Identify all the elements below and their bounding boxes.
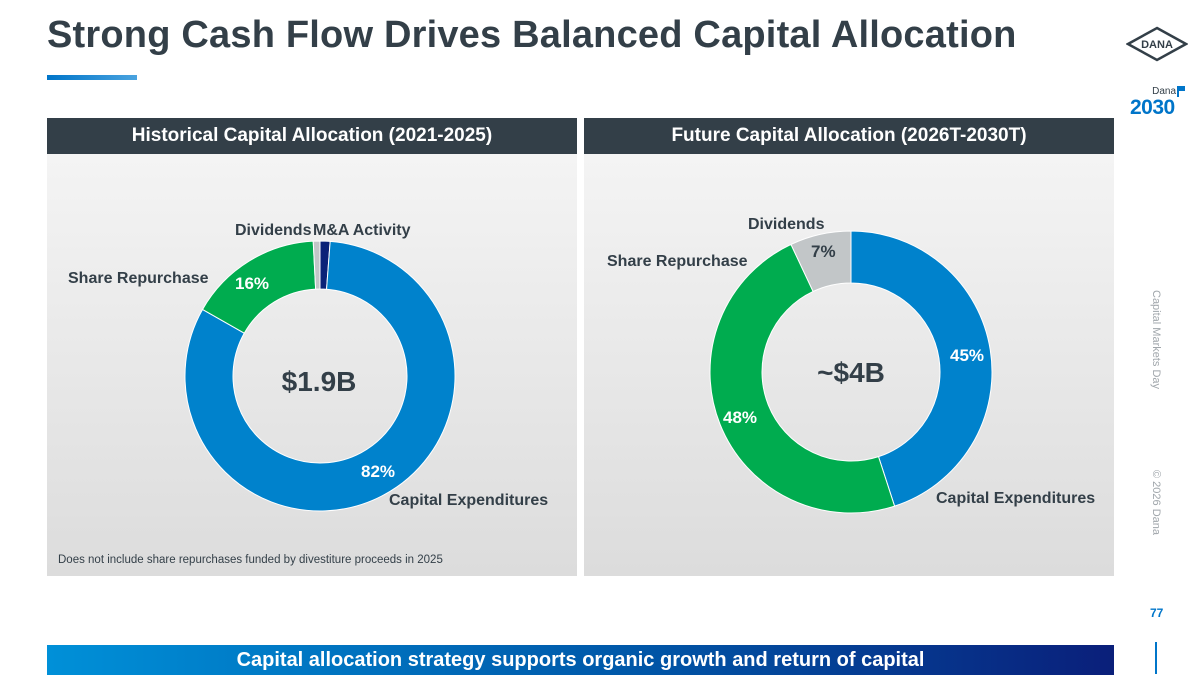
donut-slice-dividends: [790, 230, 852, 293]
historical-panel: Historical Capital Allocation (2021-2025…: [47, 118, 577, 576]
page-title: Strong Cash Flow Drives Balanced Capital…: [47, 14, 1017, 56]
page-marker: [1155, 642, 1157, 674]
donut-slice-share-repurchase: [709, 243, 896, 514]
logo-text: DANA: [1141, 39, 1173, 51]
repurchase-label: Share Repurchase: [607, 253, 748, 270]
repurchase-pct: 48%: [723, 408, 757, 427]
historical-total: $1.9B: [282, 366, 357, 397]
repurchase-label: Share Repurchase: [68, 270, 209, 287]
future-total: ~$4B: [817, 357, 885, 388]
capex-pct: 82%: [361, 462, 395, 481]
badge-dana: Dana: [1152, 86, 1176, 97]
historical-donut-chart: $1.9B 82% 16% Capital Expenditures Share…: [68, 222, 548, 512]
future-panel-title: Future Capital Allocation (2026T-2030T): [584, 118, 1114, 154]
capex-label: Capital Expenditures: [936, 490, 1095, 507]
takeaway-banner: Capital allocation strategy supports org…: [47, 645, 1114, 675]
dana-2030-badge: Dana 2030: [1128, 86, 1188, 120]
dividends-label: Dividends: [748, 216, 825, 233]
repurchase-pct: 16%: [235, 274, 269, 293]
historical-footnote: Does not include share repurchases funde…: [58, 554, 443, 566]
copyright: © 2026 Dana: [1150, 470, 1162, 535]
dividends-pct: 7%: [811, 242, 836, 261]
donut-slice-capital-expenditures: [850, 230, 993, 507]
ma-activity-label: M&A Activity: [313, 222, 411, 239]
title-accent-bar: [47, 75, 137, 80]
badge-year: 2030: [1130, 96, 1175, 119]
capex-label: Capital Expenditures: [389, 492, 548, 509]
dividends-label: Dividends: [235, 222, 312, 239]
future-panel: Future Capital Allocation (2026T-2030T) …: [584, 118, 1114, 576]
dana-logo: DANA: [1126, 26, 1188, 62]
historical-panel-title: Historical Capital Allocation (2021-2025…: [47, 118, 577, 154]
future-donut-chart: ~$4B 45% 48% 7% Capital Expenditures Sha…: [607, 216, 1095, 514]
page-number: 77: [1150, 606, 1164, 620]
donut-slice-dividends: [312, 240, 321, 290]
flag-icon: [1177, 86, 1186, 97]
event-label: Capital Markets Day: [1150, 290, 1162, 390]
capex-pct: 45%: [950, 346, 984, 365]
donut-slice-capital-expenditures: [184, 240, 456, 512]
